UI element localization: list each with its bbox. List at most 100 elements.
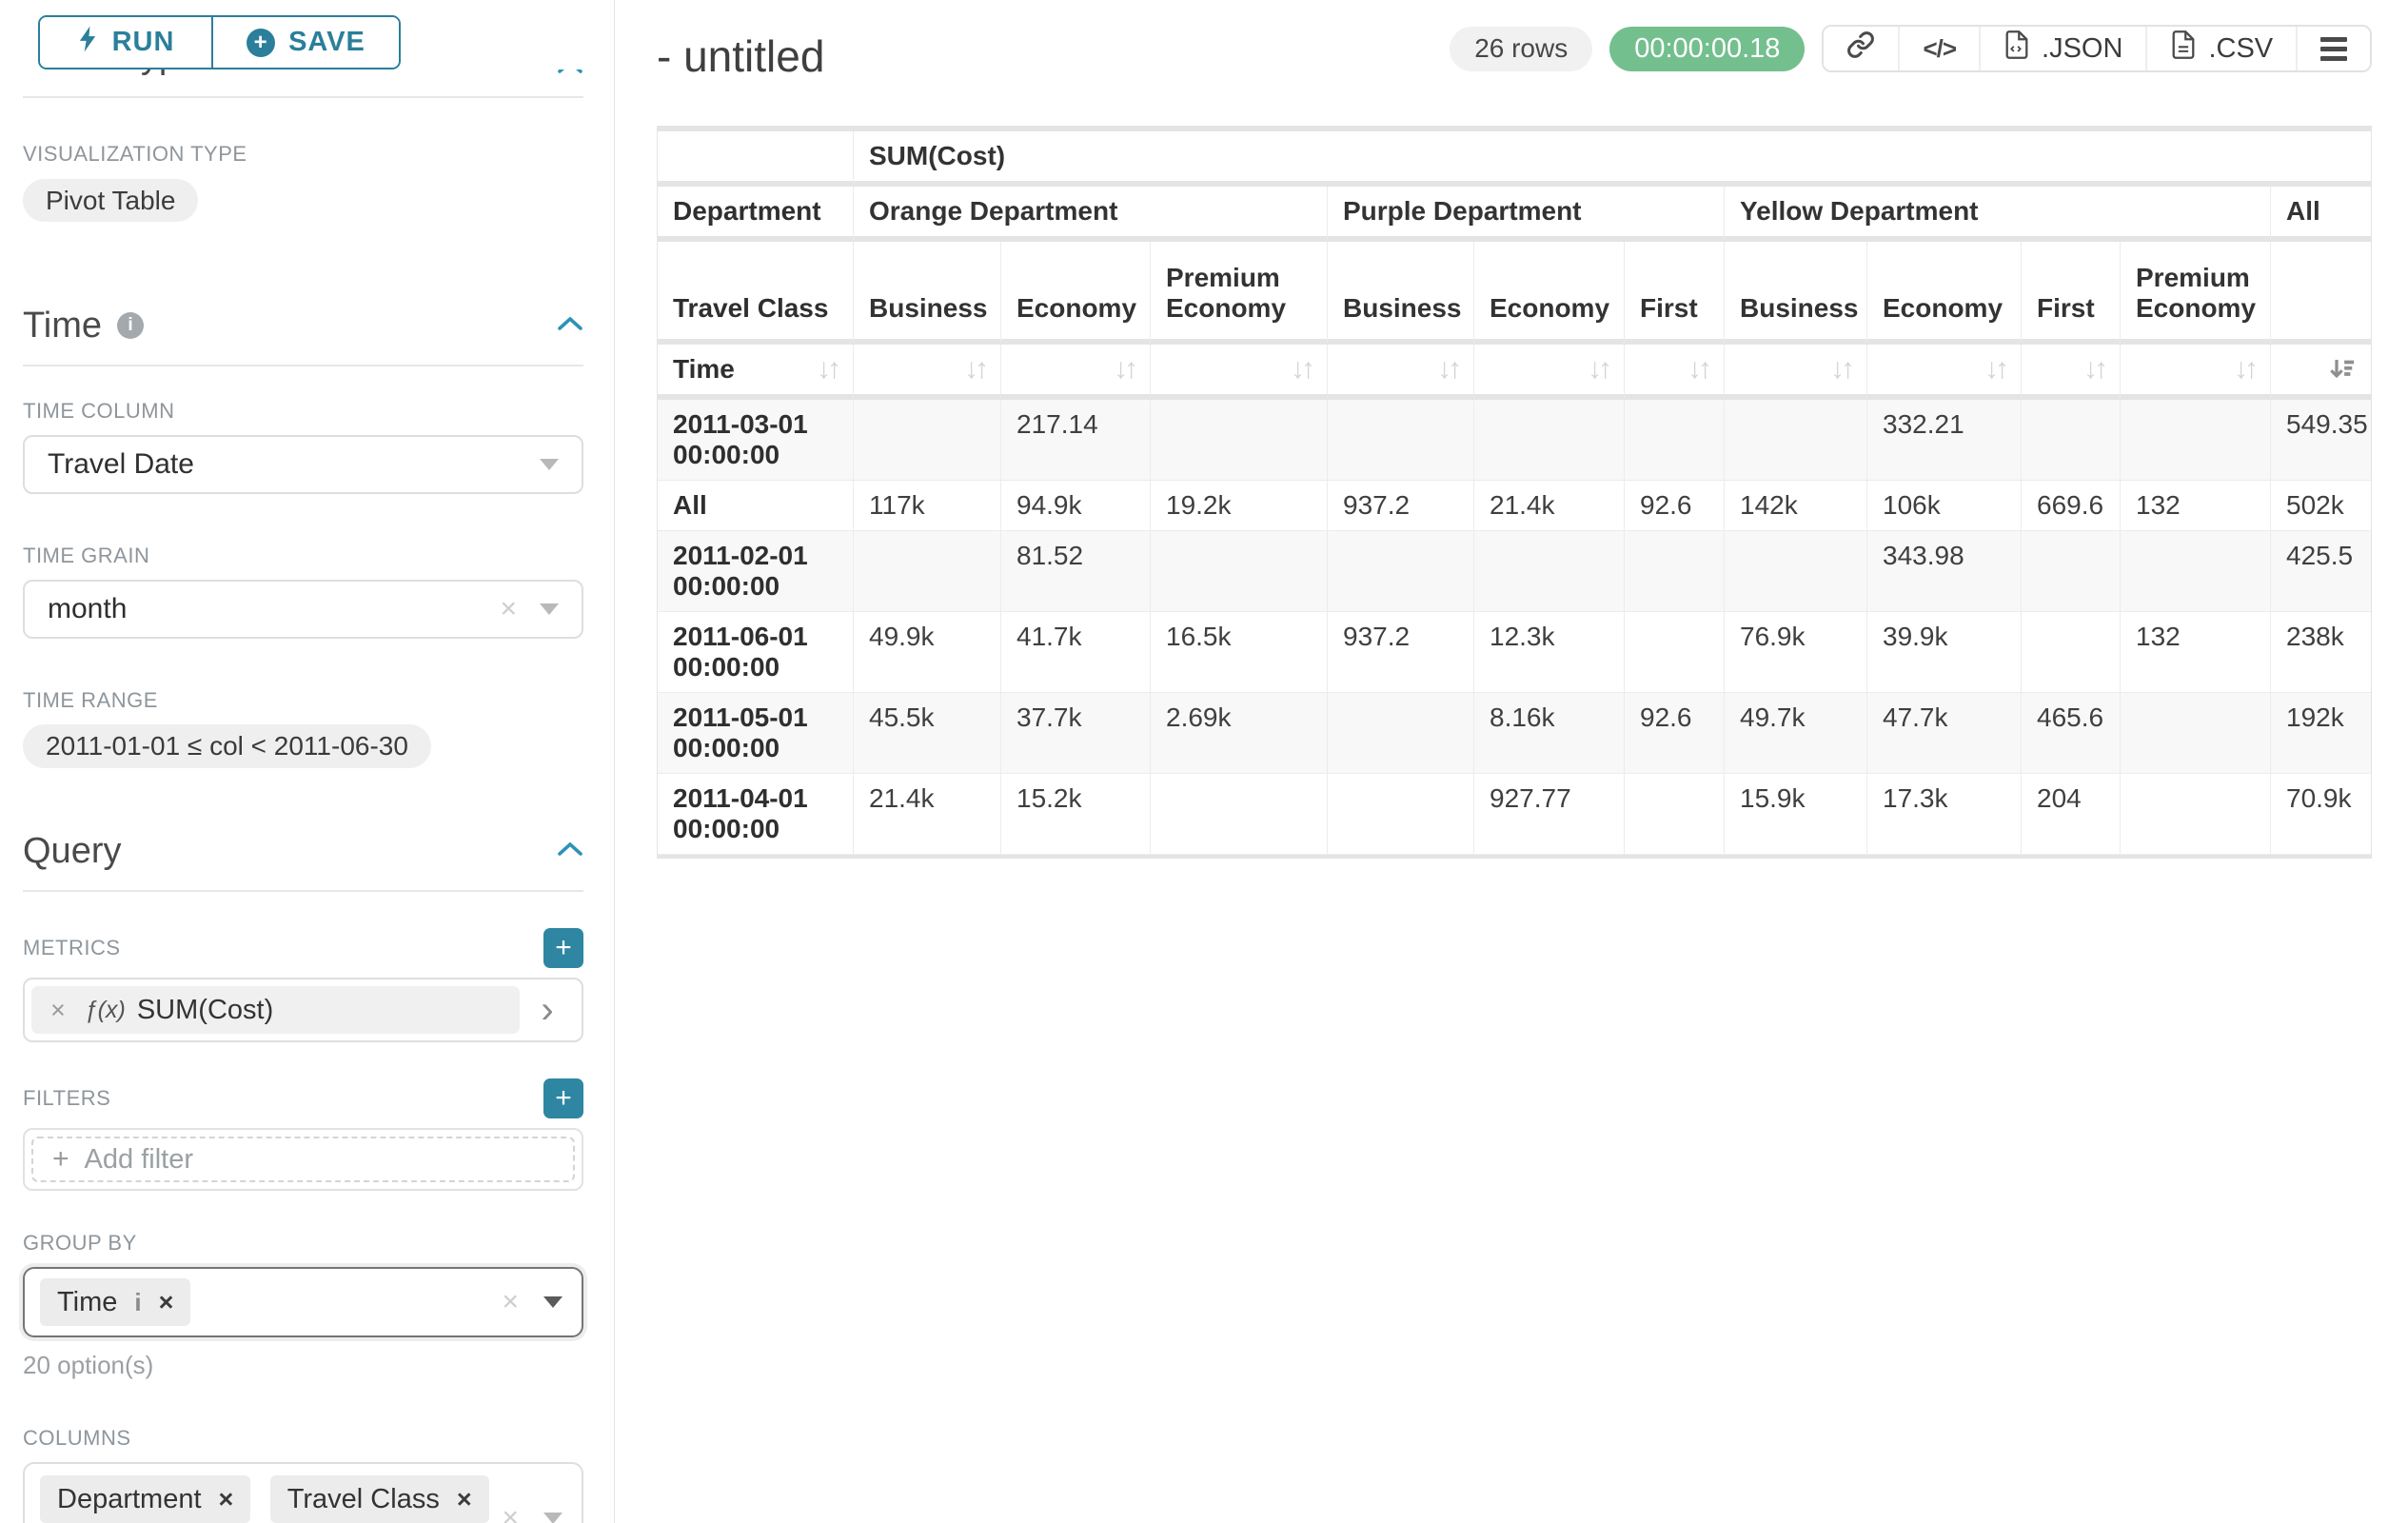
- csv-button-label: .CSV: [2208, 33, 2273, 65]
- chevron-down-icon[interactable]: [543, 1296, 563, 1308]
- clear-icon[interactable]: ×: [502, 1504, 519, 1523]
- sort-icon[interactable]: ↓↑: [1291, 355, 1312, 384]
- row-label: 2011-03-01 00:00:00: [658, 400, 854, 481]
- value-cell: 92.6: [1625, 693, 1725, 774]
- sidebar-scroll-panel[interactable]: Chart Type VISUALIZATION TYPE Pivot Tabl…: [0, 0, 614, 1523]
- dept-header: Purple Department: [1328, 187, 1725, 242]
- remove-tag-icon[interactable]: ×: [457, 1485, 472, 1514]
- value-cell: 76.9k: [1725, 612, 1867, 693]
- columns-select[interactable]: Department × Travel Class × ×: [23, 1462, 583, 1523]
- value-cell: 70.9k: [2271, 774, 2371, 855]
- value-cell: [1328, 693, 1474, 774]
- section-divider: [23, 365, 583, 366]
- metric-name: SUM(Cost): [137, 995, 273, 1026]
- row-label: 2011-06-01 00:00:00: [658, 612, 854, 693]
- json-button-label: .JSON: [2042, 33, 2122, 65]
- chevron-right-icon[interactable]: ›: [520, 986, 575, 1034]
- time-column-select[interactable]: Travel Date: [23, 435, 583, 494]
- sort-icon[interactable]: ↓↑: [1688, 355, 1708, 384]
- value-cell: [2022, 400, 2121, 481]
- copy-link-button[interactable]: [1824, 27, 1898, 70]
- time-range-value[interactable]: 2011-01-01 ≤ col < 2011-06-30: [23, 724, 431, 768]
- value-cell: 15.9k: [1725, 774, 1867, 855]
- sort-icon[interactable]: ↓↑: [964, 355, 985, 384]
- export-toolbar: </> .JSON .CSV: [1822, 25, 2372, 72]
- remove-tag-icon[interactable]: ×: [219, 1485, 234, 1514]
- chevron-up-icon[interactable]: [557, 316, 583, 336]
- sort-header[interactable]: ↓↑: [1725, 345, 1867, 400]
- value-cell: 425.5: [2271, 531, 2371, 612]
- chevron-up-icon[interactable]: [557, 841, 583, 861]
- sort-header[interactable]: ↓↑: [854, 345, 1001, 400]
- sort-icon[interactable]: ↓↑: [817, 355, 838, 384]
- pivot-corner-cell: [658, 131, 854, 187]
- metric-header: SUM(Cost): [854, 131, 2371, 187]
- view-query-button[interactable]: </>: [1898, 27, 1979, 70]
- chevron-down-icon[interactable]: [543, 1513, 563, 1523]
- clear-icon[interactable]: ×: [500, 595, 517, 623]
- class-header: First: [1625, 242, 1725, 345]
- save-button[interactable]: + SAVE: [213, 17, 399, 68]
- class-header: [2271, 242, 2371, 345]
- sort-icon[interactable]: ↓↑: [1830, 355, 1851, 384]
- value-cell: 45.5k: [854, 693, 1001, 774]
- sort-header[interactable]: ↓↑: [1001, 345, 1151, 400]
- row-label: 2011-02-01 00:00:00: [658, 531, 854, 612]
- plus-icon: +: [52, 1143, 69, 1176]
- add-filter-button[interactable]: +: [543, 1078, 583, 1118]
- sort-icon[interactable]: ↓↑: [2234, 355, 2255, 384]
- tag-label: Department: [57, 1484, 202, 1515]
- add-metric-button[interactable]: +: [543, 928, 583, 968]
- sort-header[interactable]: ↓↑: [1151, 345, 1328, 400]
- sort-header[interactable]: ↓↑: [1328, 345, 1474, 400]
- value-cell: [1151, 531, 1328, 612]
- run-save-button-group: RUN + SAVE: [38, 15, 401, 69]
- sort-header[interactable]: ↓↑: [1625, 345, 1725, 400]
- value-cell: [1725, 531, 1867, 612]
- value-cell: 192k: [2271, 693, 2371, 774]
- section-divider: [23, 890, 583, 892]
- remove-metric-icon[interactable]: ×: [31, 996, 85, 1025]
- sort-icon[interactable]: ↓↑: [2083, 355, 2104, 384]
- value-cell: 41.7k: [1001, 612, 1151, 693]
- value-cell: 16.5k: [1151, 612, 1328, 693]
- sort-header[interactable]: ↓↑: [2022, 345, 2121, 400]
- table-row: 2011-05-01 00:00:0045.5k37.7k2.69k8.16k9…: [658, 693, 2371, 774]
- export-csv-button[interactable]: .CSV: [2145, 27, 2296, 70]
- run-button[interactable]: RUN: [40, 17, 213, 68]
- value-cell: 132: [2121, 481, 2271, 531]
- value-cell: 332.21: [1867, 400, 2022, 481]
- sort-icon[interactable]: ↓↑: [1984, 355, 2005, 384]
- value-cell: 465.6: [2022, 693, 2121, 774]
- remove-tag-icon[interactable]: ×: [159, 1288, 174, 1317]
- sort-header[interactable]: ↓↑: [2121, 345, 2271, 400]
- sort-icon[interactable]: ↓↑: [1437, 355, 1458, 384]
- clear-icon[interactable]: ×: [502, 1288, 519, 1316]
- value-cell: 47.7k: [1867, 693, 2022, 774]
- sort-header[interactable]: ↓↑: [1474, 345, 1625, 400]
- value-cell: [1725, 400, 1867, 481]
- chart-title[interactable]: - untitled: [657, 25, 824, 82]
- visualization-type-value[interactable]: Pivot Table: [23, 179, 198, 222]
- time-section-header: Time i: [23, 304, 583, 347]
- sort-icon[interactable]: ↓↑: [1588, 355, 1609, 384]
- table-row: 2011-03-01 00:00:00217.14332.21549.35: [658, 400, 2371, 481]
- pivot-table: SUM(Cost)DepartmentOrange DepartmentPurp…: [658, 131, 2371, 855]
- metric-pill[interactable]: × ƒ(x) SUM(Cost): [31, 986, 520, 1034]
- sort-desc-active-icon[interactable]: [2327, 355, 2356, 384]
- sort-icon[interactable]: ↓↑: [1114, 355, 1135, 384]
- chart-main-area: - untitled 26 rows 00:00:00.18 </> .JSON: [615, 0, 2408, 1523]
- class-header: Business: [1725, 242, 1867, 345]
- more-menu-button[interactable]: [2296, 27, 2370, 70]
- export-json-button[interactable]: .JSON: [1979, 27, 2145, 70]
- sort-header[interactable]: [2271, 345, 2371, 400]
- value-cell: 49.7k: [1725, 693, 1867, 774]
- row-count-badge: 26 rows: [1450, 27, 1592, 71]
- value-cell: 81.52: [1001, 531, 1151, 612]
- time-grain-select[interactable]: month ×: [23, 580, 583, 639]
- add-filter-dropzone[interactable]: + Add filter: [31, 1137, 575, 1182]
- value-cell: 49.9k: [854, 612, 1001, 693]
- group-by-select[interactable]: Time i × ×: [23, 1267, 583, 1337]
- sort-header[interactable]: ↓↑: [1867, 345, 2022, 400]
- time-sort-header[interactable]: Time↓↑: [658, 345, 854, 400]
